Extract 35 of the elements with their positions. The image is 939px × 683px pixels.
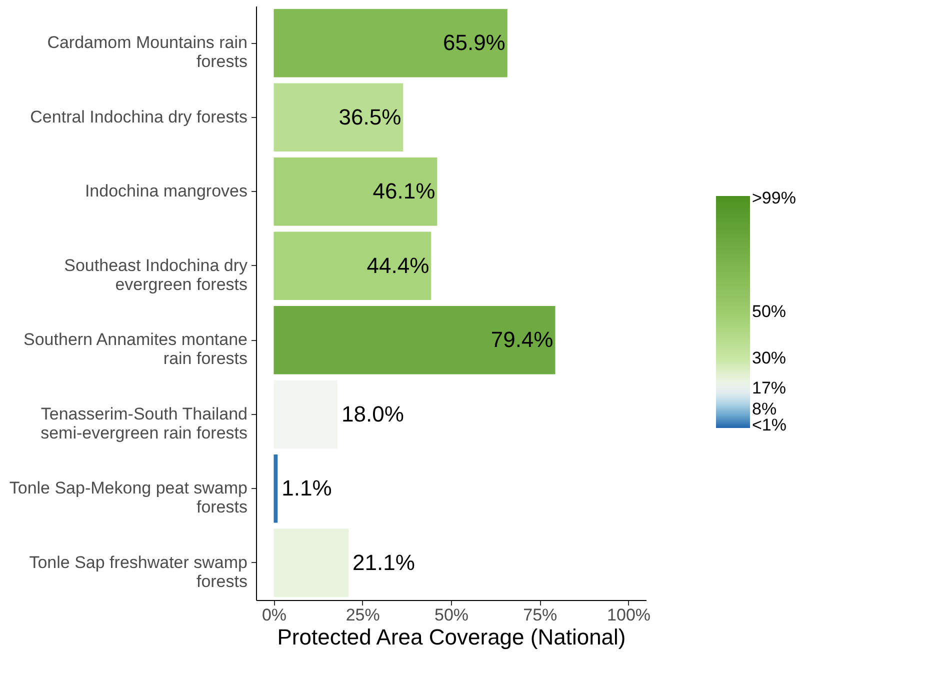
x-tick-label: 100% [607,606,651,624]
bar [274,454,278,523]
bar [274,528,349,598]
data-label: 65.9% [442,30,506,56]
bar [274,83,404,152]
bar [274,232,432,300]
color-bar-label: 50% [752,302,786,321]
color-bar-label: 30% [752,348,786,368]
y-tick-label: Southeast Indochina dry evergreen forests [64,256,248,294]
data-label: 79.4% [490,327,554,352]
data-label: 46.1% [372,178,436,204]
x-axis-title: Protected Area Coverage (National) [277,624,626,650]
bar [274,306,556,374]
data-label: 1.1% [282,476,332,501]
y-tick-label: Tenasserim-South Thailand semi-evergreen rain forests [40,404,248,442]
color-bar-label: 8% [752,399,777,418]
y-tick-label: Cardamom Mountains rain forests [47,33,248,72]
data-label: 44.4% [366,252,430,278]
color-bar-label: >99% [752,188,796,208]
bar [274,157,438,226]
data-label: 21.1% [352,550,415,575]
data-label: 18.0% [342,401,404,426]
x-tick-label: 75% [523,606,558,624]
y-tick-label: Tonle Sap-Mekong peat swamp forests [9,478,248,517]
bar [274,8,508,78]
y-tick-label: Southern Annamites montane rain forests [24,330,248,368]
data-label: 36.5% [338,104,402,130]
y-tick-label: Indochina mangroves [84,182,248,201]
color-bar-label: 17% [752,378,786,398]
y-tick-label: Tonle Sap freshwater swamp forests [29,552,248,591]
y-tick-label: Central Indochina dry forests [30,107,248,126]
x-tick-label: 25% [346,606,380,624]
color-bar-label: <1% [752,416,786,435]
x-tick-label: 50% [434,606,469,624]
x-tick-label: 0% [262,606,287,624]
